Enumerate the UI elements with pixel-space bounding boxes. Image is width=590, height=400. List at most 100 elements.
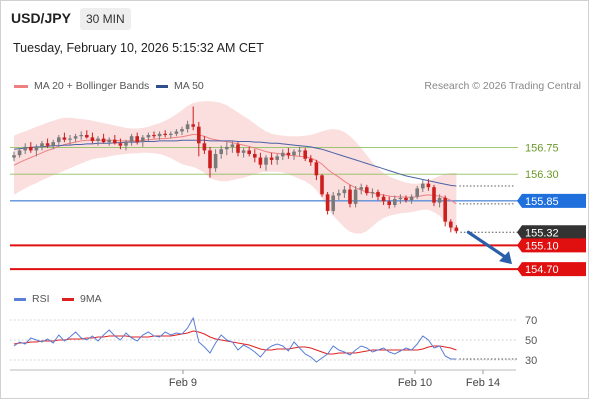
candle bbox=[404, 195, 408, 203]
support-label-box bbox=[517, 262, 586, 277]
candle-body bbox=[449, 221, 453, 228]
candle bbox=[432, 184, 436, 207]
candle bbox=[275, 153, 279, 165]
candle-body bbox=[101, 138, 106, 143]
candle-body bbox=[387, 201, 391, 205]
candle-body bbox=[236, 144, 240, 153]
legend-rsi-ma: 9MA bbox=[62, 293, 102, 305]
candle bbox=[426, 178, 431, 191]
legend-rsi: RSI bbox=[14, 293, 50, 305]
candle-body bbox=[213, 153, 218, 169]
rsi-tick-label: 50 bbox=[525, 335, 537, 347]
candle bbox=[264, 155, 268, 171]
candle bbox=[96, 136, 100, 146]
legend-rsi-ma-label: 9MA bbox=[80, 293, 102, 305]
candle-body bbox=[45, 143, 50, 146]
time-axis-label: Feb 9 bbox=[169, 377, 197, 389]
candle-body bbox=[303, 150, 307, 159]
candle-body bbox=[398, 197, 403, 200]
candle bbox=[51, 139, 55, 150]
candle bbox=[90, 132, 95, 144]
rsi-ma-swatch bbox=[62, 297, 74, 301]
datetime-label: Tuesday, February 10, 2026 5:15:32 AM CE… bbox=[13, 41, 264, 55]
candle bbox=[236, 142, 240, 157]
current-label-box bbox=[517, 225, 586, 240]
candle bbox=[169, 131, 173, 139]
support-label-text: 155.10 bbox=[525, 240, 559, 252]
candle bbox=[387, 196, 391, 209]
candle-body bbox=[331, 195, 335, 211]
candle bbox=[314, 159, 319, 181]
candle-body bbox=[124, 142, 128, 146]
legend-bollinger-label: MA 20 + Bollinger Bands bbox=[34, 80, 150, 92]
candle bbox=[398, 194, 403, 204]
candle-body bbox=[320, 175, 324, 195]
candle bbox=[437, 194, 442, 208]
candle-body bbox=[264, 157, 268, 165]
rsi-ma-line bbox=[13, 330, 457, 355]
candle-body bbox=[202, 143, 207, 151]
candle bbox=[241, 148, 246, 158]
candle bbox=[421, 180, 425, 192]
candle-body bbox=[73, 136, 78, 139]
candle bbox=[197, 121, 201, 157]
candle-body bbox=[118, 143, 123, 146]
candle-body bbox=[40, 143, 44, 147]
candle bbox=[45, 138, 50, 149]
candle-body bbox=[57, 137, 61, 143]
candle bbox=[381, 194, 386, 205]
candle-body bbox=[85, 135, 89, 138]
candle bbox=[157, 131, 162, 140]
current-label-text: 155.32 bbox=[525, 227, 559, 239]
candle-body bbox=[432, 187, 436, 203]
candle bbox=[337, 189, 341, 201]
candle bbox=[29, 142, 33, 153]
candle bbox=[331, 191, 335, 215]
candle bbox=[297, 146, 302, 157]
rsi-tick-label: 70 bbox=[525, 315, 537, 327]
candle bbox=[79, 131, 83, 140]
candle bbox=[124, 139, 128, 151]
candle-body bbox=[208, 150, 212, 169]
candle bbox=[202, 136, 207, 154]
candle bbox=[292, 149, 296, 160]
candle-body bbox=[247, 150, 251, 154]
rsi-tick-label: 30 bbox=[525, 355, 537, 367]
resistance-label: 156.30 bbox=[525, 169, 559, 181]
candle bbox=[320, 174, 324, 197]
legend-bollinger: MA 20 + Bollinger Bands bbox=[14, 80, 149, 92]
ma50-line bbox=[13, 139, 457, 187]
candle bbox=[247, 146, 251, 157]
candle bbox=[208, 146, 212, 178]
candle bbox=[17, 148, 22, 158]
candle bbox=[359, 183, 363, 195]
pivot-label-text: 155.85 bbox=[525, 196, 559, 208]
candle bbox=[185, 120, 190, 133]
candle bbox=[73, 133, 78, 143]
candle-body bbox=[426, 183, 431, 188]
candle bbox=[213, 149, 218, 172]
candle-body bbox=[163, 133, 167, 135]
candle bbox=[180, 126, 184, 135]
candle-body bbox=[180, 129, 184, 132]
candle bbox=[393, 195, 397, 208]
candle-body bbox=[191, 124, 195, 127]
candle-body bbox=[51, 142, 55, 146]
candle-body bbox=[359, 187, 363, 190]
candle bbox=[85, 130, 89, 139]
candle-body bbox=[365, 187, 369, 194]
candle-body bbox=[129, 136, 134, 143]
timeframe-badge[interactable]: 30 MIN bbox=[80, 8, 131, 30]
candle-body bbox=[376, 191, 380, 197]
candle-body bbox=[342, 189, 347, 194]
candle-body bbox=[174, 131, 179, 134]
candle-body bbox=[34, 146, 39, 151]
candle-body bbox=[325, 194, 330, 211]
candle bbox=[23, 143, 27, 154]
candle bbox=[443, 195, 447, 227]
candle bbox=[365, 184, 369, 196]
candle bbox=[409, 194, 414, 204]
time-axis-label: Feb 14 bbox=[466, 377, 500, 389]
